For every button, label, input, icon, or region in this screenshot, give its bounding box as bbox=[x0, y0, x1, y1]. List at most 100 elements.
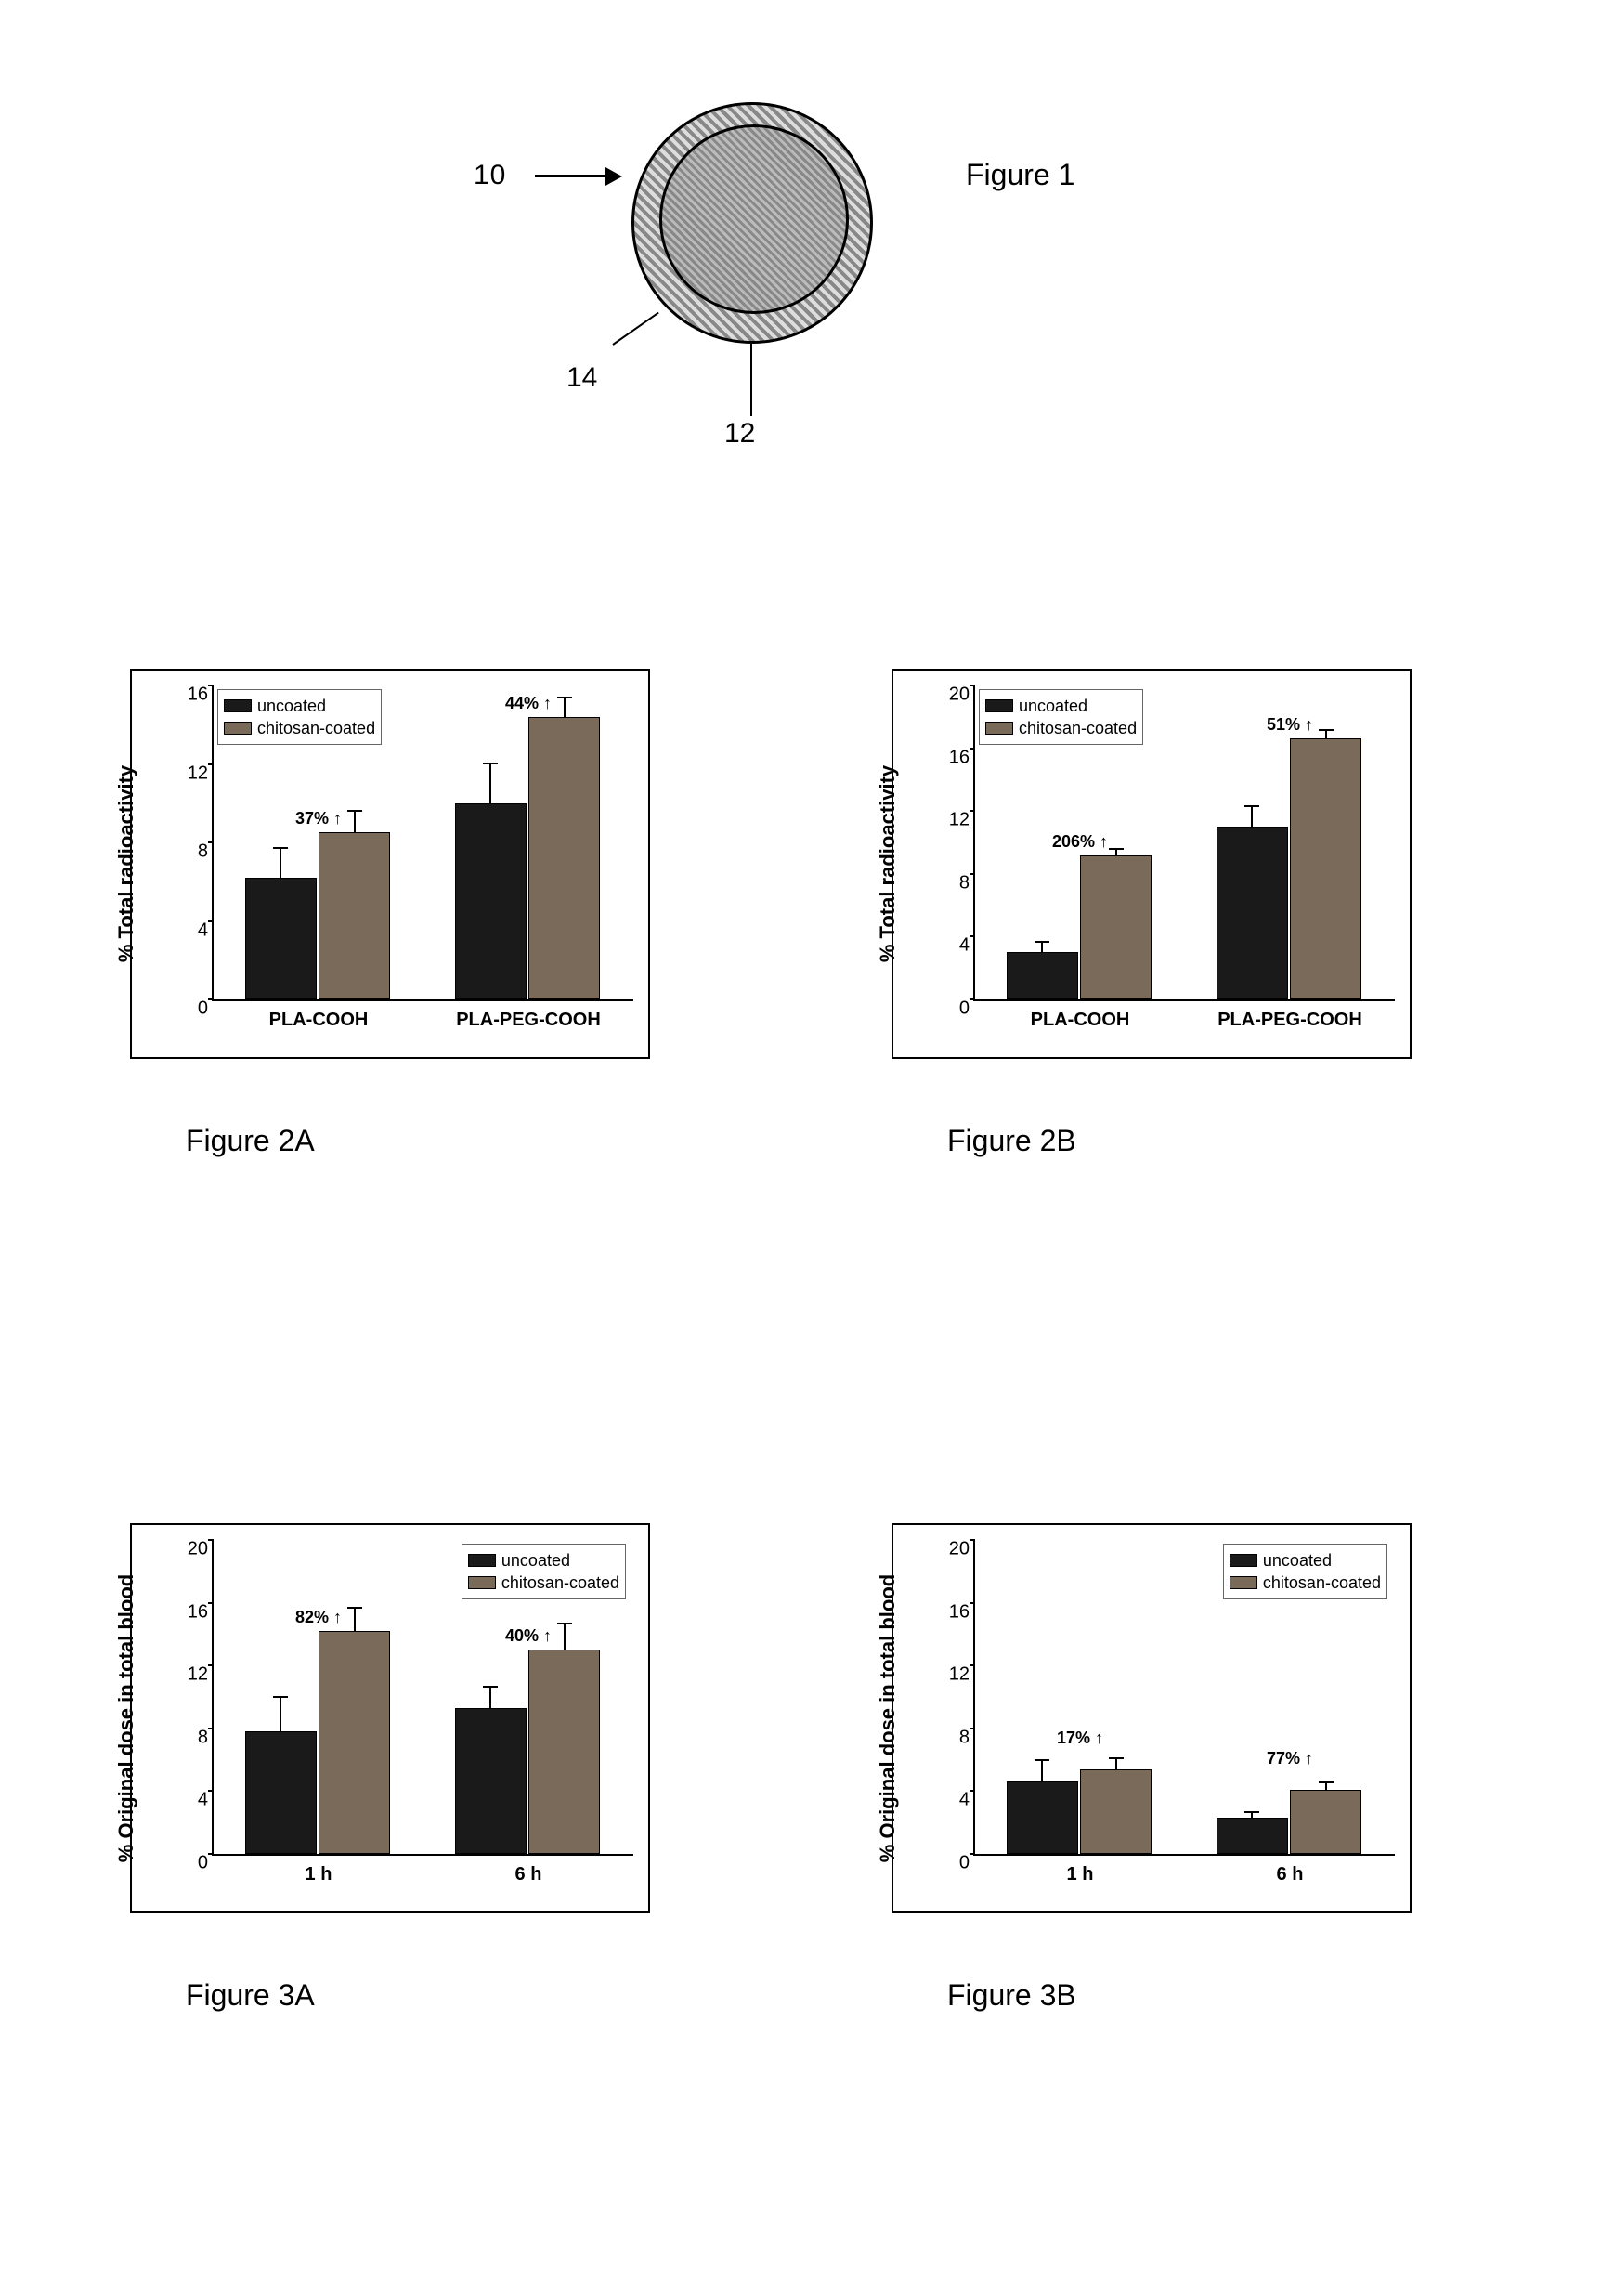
figure-2b-panel: % Total radioactivity 048121620PLA-COOHP… bbox=[892, 669, 1412, 1059]
y-tick-label: 20 bbox=[176, 1539, 208, 1560]
arrow-10-head bbox=[605, 167, 622, 186]
x-category-label: PLA-PEG-COOH bbox=[456, 1010, 601, 1031]
y-tick-label: 0 bbox=[938, 998, 970, 1020]
figure-2a-caption: Figure 2A bbox=[186, 1124, 315, 1158]
leader-12 bbox=[750, 344, 752, 416]
annotation: 82% ↑ bbox=[295, 1608, 342, 1627]
legend-label: uncoated bbox=[1019, 696, 1087, 716]
legend-label: chitosan-coated bbox=[501, 1572, 619, 1593]
legend-label: chitosan-coated bbox=[1019, 718, 1137, 738]
bar bbox=[319, 832, 390, 999]
figure-3b-panel: % Original dose in total blood 048121620… bbox=[892, 1523, 1412, 1913]
leader-14 bbox=[612, 312, 658, 346]
x-category-label: 1 h bbox=[306, 1864, 332, 1885]
y-tick-label: 4 bbox=[938, 935, 970, 957]
annotation: 37% ↑ bbox=[295, 809, 342, 828]
legend-label: uncoated bbox=[501, 1550, 570, 1571]
bar bbox=[245, 1731, 317, 1854]
legend-item: uncoated bbox=[224, 696, 375, 716]
bar bbox=[319, 1631, 390, 1854]
annotation: 206% ↑ bbox=[1052, 832, 1108, 852]
x-category-label: 6 h bbox=[515, 1864, 542, 1885]
y-tick-label: 16 bbox=[176, 685, 208, 706]
legend-label: chitosan-coated bbox=[257, 718, 375, 738]
x-category-label: PLA-PEG-COOH bbox=[1217, 1010, 1362, 1031]
y-tick-label: 8 bbox=[938, 872, 970, 894]
figure-3b-caption: Figure 3B bbox=[947, 1978, 1076, 2013]
bar bbox=[455, 803, 527, 999]
y-tick-label: 12 bbox=[938, 1664, 970, 1686]
legend-item: chitosan-coated bbox=[468, 1572, 619, 1593]
x-category-label: 1 h bbox=[1067, 1864, 1094, 1885]
y-tick-label: 0 bbox=[176, 1853, 208, 1874]
legend-swatch bbox=[468, 1576, 496, 1589]
figure-3a-caption: Figure 3A bbox=[186, 1978, 315, 2013]
annotation: 51% ↑ bbox=[1267, 715, 1313, 735]
nanoparticle-core bbox=[659, 124, 849, 314]
legend-label: uncoated bbox=[257, 696, 326, 716]
bar bbox=[245, 878, 317, 999]
bar bbox=[1217, 827, 1288, 999]
x-category-label: PLA-COOH bbox=[269, 1010, 369, 1031]
legend-swatch bbox=[985, 722, 1013, 735]
x-category-label: PLA-COOH bbox=[1031, 1010, 1130, 1031]
legend-label: uncoated bbox=[1263, 1550, 1332, 1571]
y-tick-label: 4 bbox=[938, 1790, 970, 1811]
y-tick-label: 20 bbox=[938, 1539, 970, 1560]
annotation: 44% ↑ bbox=[505, 694, 552, 713]
bar bbox=[528, 1650, 600, 1854]
legend-label: chitosan-coated bbox=[1263, 1572, 1381, 1593]
y-tick-label: 0 bbox=[176, 998, 208, 1020]
x-category-label: 6 h bbox=[1277, 1864, 1304, 1885]
y-tick-label: 4 bbox=[176, 1790, 208, 1811]
label-10: 10 bbox=[474, 160, 506, 191]
figure-2b-caption: Figure 2B bbox=[947, 1124, 1076, 1158]
arrow-10-line bbox=[535, 175, 609, 177]
figure-1: 10 Figure 1 14 12 bbox=[353, 84, 1189, 474]
bar bbox=[528, 717, 600, 999]
y-tick-label: 16 bbox=[176, 1601, 208, 1623]
y-tick-label: 12 bbox=[176, 1664, 208, 1686]
y-tick-label: 16 bbox=[938, 1601, 970, 1623]
label-14: 14 bbox=[566, 362, 597, 394]
y-tick-label: 16 bbox=[938, 747, 970, 768]
figure-3a-panel: % Original dose in total blood 048121620… bbox=[130, 1523, 650, 1913]
y-tick-label: 20 bbox=[938, 685, 970, 706]
bar bbox=[1290, 738, 1361, 999]
y-tick-label: 8 bbox=[176, 1727, 208, 1748]
annotation: 17% ↑ bbox=[1057, 1729, 1103, 1748]
bar bbox=[455, 1708, 527, 1854]
figure-3b-legend: uncoatedchitosan-coated bbox=[1223, 1544, 1387, 1599]
legend-item: chitosan-coated bbox=[1230, 1572, 1381, 1593]
bar bbox=[1290, 1790, 1361, 1854]
legend-item: chitosan-coated bbox=[985, 718, 1137, 738]
legend-swatch bbox=[224, 722, 252, 735]
legend-swatch bbox=[224, 699, 252, 712]
legend-swatch bbox=[985, 699, 1013, 712]
figure-2a-panel: % Total radioactivity 0481216PLA-COOHPLA… bbox=[130, 669, 650, 1059]
legend-item: uncoated bbox=[985, 696, 1137, 716]
y-tick-label: 4 bbox=[176, 920, 208, 941]
y-tick-label: 12 bbox=[938, 810, 970, 831]
legend-item: uncoated bbox=[468, 1550, 619, 1571]
legend-swatch bbox=[468, 1554, 496, 1567]
y-tick-label: 8 bbox=[938, 1727, 970, 1748]
legend-swatch bbox=[1230, 1554, 1257, 1567]
bar bbox=[1080, 855, 1152, 999]
bar bbox=[1007, 952, 1078, 999]
legend-swatch bbox=[1230, 1576, 1257, 1589]
label-12: 12 bbox=[724, 418, 755, 450]
legend-item: uncoated bbox=[1230, 1550, 1381, 1571]
bar bbox=[1080, 1769, 1152, 1854]
bar bbox=[1007, 1781, 1078, 1854]
y-tick-label: 0 bbox=[938, 1853, 970, 1874]
figure-2a-legend: uncoatedchitosan-coated bbox=[217, 689, 382, 745]
figure-3a-legend: uncoatedchitosan-coated bbox=[462, 1544, 626, 1599]
annotation: 77% ↑ bbox=[1267, 1749, 1313, 1768]
y-tick-label: 8 bbox=[176, 841, 208, 863]
figure-2b-legend: uncoatedchitosan-coated bbox=[979, 689, 1143, 745]
legend-item: chitosan-coated bbox=[224, 718, 375, 738]
bar bbox=[1217, 1818, 1288, 1854]
annotation: 40% ↑ bbox=[505, 1626, 552, 1646]
y-tick-label: 12 bbox=[176, 763, 208, 784]
